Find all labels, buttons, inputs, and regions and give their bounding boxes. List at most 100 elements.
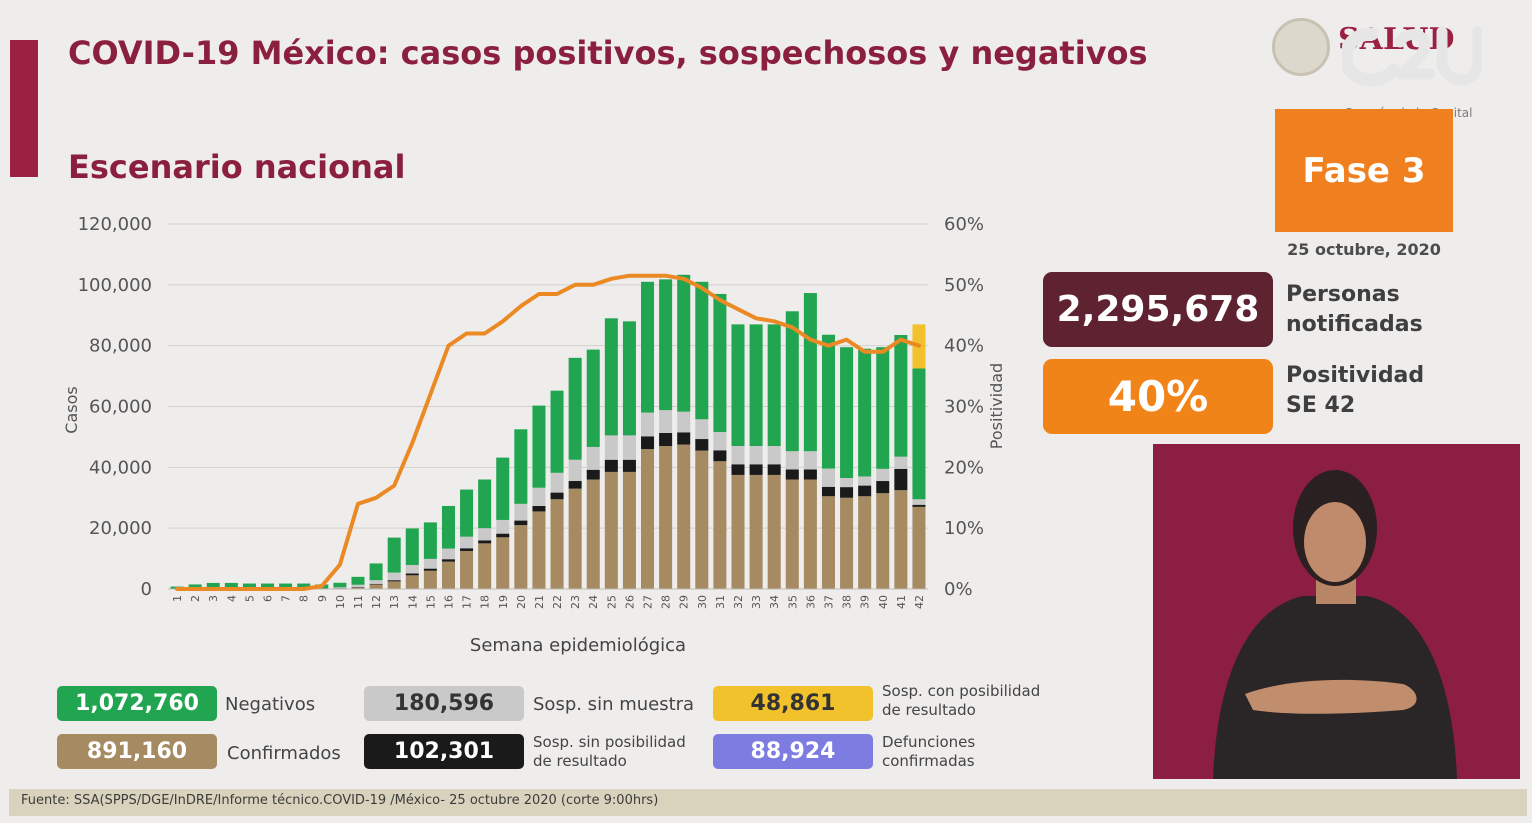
bar-sin-muestra	[586, 446, 600, 470]
bar-confirmados	[731, 474, 745, 589]
bar-sin-muestra	[514, 503, 528, 521]
bar-sin-muestra	[785, 451, 799, 470]
bar-confirmados	[641, 449, 655, 589]
bar-negativos	[369, 563, 383, 581]
bar-negativos	[496, 457, 510, 520]
y-tick-label: 80,000	[89, 336, 152, 357]
bar-sin-muestra	[840, 477, 854, 488]
sin-muestra-legend-label: Sosp. sin muestra	[533, 694, 695, 715]
x-tick-label: 13	[388, 595, 401, 609]
positividad-label-line2: SE 42	[1286, 393, 1356, 418]
bar-confirmados	[441, 561, 455, 589]
bar-negativos	[840, 347, 854, 478]
bar-confirmados	[912, 506, 926, 589]
bar-negativos	[478, 479, 492, 529]
bar-negativos	[749, 324, 763, 447]
x-tick-label: 35	[786, 595, 799, 609]
bar-confirmados	[695, 450, 709, 589]
bar-sin-muestra	[369, 580, 383, 584]
bar-negativos	[532, 405, 546, 488]
x-tick-label: 36	[804, 595, 817, 609]
bar-sin-posibilidad	[731, 464, 745, 475]
bar-sin-posibilidad	[677, 432, 691, 445]
x-tick-label: 30	[696, 595, 709, 609]
bar-negativos	[641, 281, 655, 413]
bar-negativos	[550, 390, 564, 473]
bar-sin-muestra	[876, 468, 890, 482]
bar-confirmados	[460, 550, 474, 589]
bar-sin-posibilidad	[478, 540, 492, 544]
phase-badge: Fase 3	[1275, 109, 1453, 232]
bar-sin-posibilidad	[858, 485, 872, 497]
bar-negativos	[677, 274, 691, 412]
bar-negativos	[894, 335, 908, 457]
bar-sin-muestra	[641, 412, 655, 437]
con-posibilidad-label-line2: de resultado	[882, 701, 976, 719]
bar-negativos	[351, 576, 365, 585]
x-tick-label: 40	[877, 595, 890, 609]
con-posibilidad-legend-value: 48,861	[713, 686, 873, 721]
x-tick-label: 27	[642, 595, 655, 609]
bar-negativos	[695, 281, 709, 420]
personas-label-line1: Personas	[1286, 282, 1400, 307]
bar-confirmados	[622, 471, 636, 589]
bar-confirmados	[894, 490, 908, 589]
bar-sin-muestra	[604, 435, 618, 460]
positividad-label: Positividad SE 42	[1286, 361, 1424, 421]
bar-sin-muestra	[478, 528, 492, 541]
bar-sin-muestra	[333, 587, 347, 589]
page-title: COVID-19 México: casos positivos, sospec…	[68, 34, 1148, 72]
y2-tick-label: 60%	[944, 214, 984, 235]
bar-confirmados	[785, 479, 799, 589]
bar-sin-muestra	[441, 548, 455, 560]
bar-sin-muestra	[460, 536, 474, 549]
bar-sin-muestra	[568, 459, 582, 482]
x-tick-label: 14	[406, 595, 419, 609]
bar-sin-posibilidad	[604, 459, 618, 472]
bar-negativos	[261, 583, 275, 589]
interpreter-figure-icon	[1213, 470, 1457, 779]
bar-negativos	[568, 357, 582, 460]
bar-sin-muestra	[405, 564, 419, 574]
national-seal-icon	[1272, 18, 1330, 76]
bar-negativos	[460, 489, 474, 537]
bar-sin-posibilidad	[767, 464, 781, 475]
bar-sin-muestra	[677, 411, 691, 433]
positividad-label-line1: Positividad	[1286, 363, 1425, 388]
bar-sin-muestra	[803, 451, 817, 470]
bar-confirmados	[586, 479, 600, 589]
bar-negativos	[622, 321, 636, 436]
x-tick-label: 22	[551, 595, 564, 609]
bar-sin-posibilidad	[659, 432, 673, 447]
report-date: 25 octubre, 2020	[1287, 240, 1441, 259]
bar-sin-muestra	[912, 499, 926, 505]
bar-confirmados	[876, 493, 890, 589]
x-tick-label: 39	[859, 595, 872, 609]
bar-negativos	[858, 348, 872, 477]
confirmados-legend-value: 891,160	[57, 734, 217, 769]
bar-sin-muestra	[767, 446, 781, 465]
x-tick-label: 1	[171, 595, 184, 602]
bar-negativos	[821, 334, 835, 469]
bar-sin-muestra	[550, 472, 564, 493]
bar-sin-posibilidad	[387, 580, 401, 582]
bar-sin-posibilidad	[460, 548, 474, 551]
bar-confirmados	[604, 471, 618, 589]
x-axis-title: Semana epidemiológica	[470, 635, 686, 656]
x-tick-label: 24	[587, 595, 600, 609]
bar-sin-posibilidad	[514, 520, 528, 526]
bar-sin-muestra	[659, 410, 673, 433]
bar-confirmados	[659, 446, 673, 589]
y-tick-label: 40,000	[89, 457, 152, 478]
x-tick-label: 42	[913, 595, 926, 609]
x-tick-label: 9	[316, 595, 329, 602]
bar-confirmados	[405, 575, 419, 589]
y2-axis-title: Positividad	[987, 363, 1006, 449]
x-tick-label: 11	[352, 595, 365, 609]
x-tick-label: 12	[370, 595, 383, 609]
bar-negativos	[297, 583, 311, 589]
negativos-legend-label: Negativos	[225, 694, 316, 715]
negativos-legend-value: 1,072,760	[57, 686, 217, 721]
bar-sin-posibilidad	[821, 486, 835, 497]
x-tick-label: 29	[678, 595, 691, 609]
